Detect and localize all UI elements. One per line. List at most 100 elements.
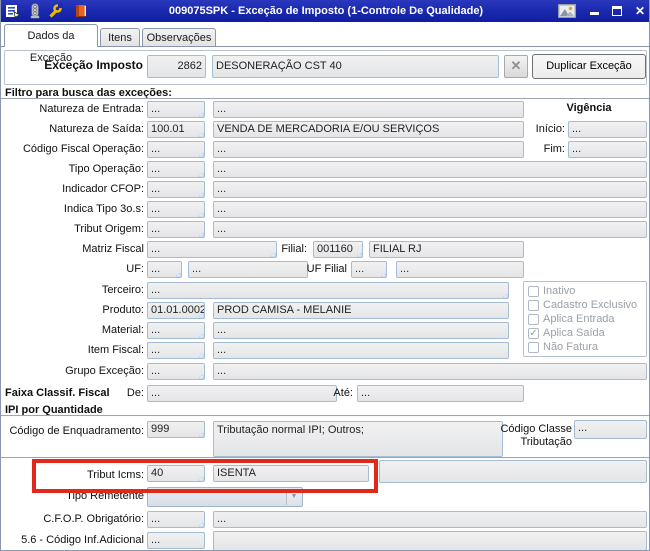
checkbox-aplica-entrada[interactable]: Aplica Entrada (528, 313, 642, 325)
indica-tipo-desc-field[interactable]: ... (213, 201, 647, 218)
wrench-icon[interactable] (47, 3, 63, 19)
uf-desc-field[interactable]: ... (188, 261, 308, 278)
terceiro-field[interactable]: ... (147, 282, 509, 299)
faixa-section-title: Faixa Classif. Fiscal (5, 387, 110, 399)
codigo-fiscal-label: Código Fiscal Operação: (22, 143, 144, 155)
tab-itens[interactable]: Itens (100, 28, 140, 47)
indicador-cfop-label: Indicador CFOP: (62, 183, 144, 195)
codigo-inf-adicional-label: 5.6 - Código Inf.Adicional (21, 534, 144, 546)
inicio-field[interactable]: ... (568, 121, 647, 138)
grupo-excecao-desc-field[interactable]: ... (213, 363, 647, 380)
minimize-button[interactable] (587, 4, 601, 18)
checkbox-box[interactable] (528, 285, 539, 297)
flags-group: Inativo Cadastro Exclusivo Aplica Entrad… (523, 281, 647, 357)
checkbox-box[interactable]: ✓ (528, 327, 539, 339)
natureza-saida-desc-field[interactable]: VENDA DE MERCADORIA E/OU SERVIÇOS (213, 121, 524, 138)
terceiro-label: Terceiro: (101, 284, 144, 296)
enquadramento-code-field[interactable]: 999 (147, 421, 205, 438)
faixa-ate-field[interactable]: ... (357, 385, 524, 402)
item-fiscal-code-field[interactable]: ... (147, 342, 205, 359)
tipo-remetente-label: Tipo Remetente (66, 490, 144, 502)
fim-field[interactable]: ... (568, 141, 647, 158)
grupo-excecao-code-field[interactable]: ... (147, 363, 205, 380)
natureza-entrada-desc-field[interactable]: ... (213, 101, 524, 118)
divider (1, 98, 649, 100)
cfop-obrigatorio-code-field[interactable]: ... (147, 511, 205, 528)
material-desc-field[interactable]: ... (213, 322, 509, 339)
produto-code-field[interactable]: 01.01.0002 (147, 302, 205, 319)
divider (1, 457, 649, 459)
checkbox-label: Aplica Saída (543, 327, 605, 339)
checkbox-label: Aplica Entrada (543, 313, 615, 325)
filial-desc-field[interactable]: FILIAL RJ (369, 241, 524, 258)
checkbox-cadastro-exclusivo[interactable]: Cadastro Exclusivo (528, 299, 642, 311)
enquadramento-desc-field[interactable]: Tributação normal IPI; Outros; (213, 421, 503, 457)
tribut-icms-label: Tribut Icms: (86, 469, 144, 481)
uf-filial-desc-field[interactable]: ... (396, 261, 524, 278)
tribut-origem-code-field[interactable]: ... (147, 221, 205, 238)
exception-description-field[interactable]: DESONERAÇÃO CST 40 (212, 55, 499, 78)
tab-observacoes[interactable]: Observações (142, 28, 216, 47)
codigo-inf-adicional-code-field[interactable]: ... (147, 532, 205, 549)
totem-icon[interactable] (27, 3, 43, 19)
item-fiscal-label: Item Fiscal: (87, 344, 144, 356)
natureza-entrada-code-field[interactable]: ... (147, 101, 205, 118)
cfop-obrigatorio-label: C.F.O.P. Obrigatório: (43, 513, 144, 525)
form-icon[interactable] (5, 3, 21, 19)
checkbox-nao-fatura[interactable]: Não Fatura (528, 341, 642, 353)
checkbox-aplica-saida[interactable]: ✓ Aplica Saída (528, 327, 642, 339)
uf-filial-code-field[interactable]: ... (351, 261, 387, 278)
matriz-fiscal-field[interactable]: ... (147, 241, 277, 258)
uf-code-field[interactable]: ... (147, 261, 182, 278)
checkbox-box[interactable] (528, 299, 539, 311)
codigo-classe-label-2: Tributação (520, 436, 572, 448)
checkbox-label: Cadastro Exclusivo (543, 299, 638, 311)
checkbox-inativo[interactable]: Inativo (528, 285, 642, 297)
tribut-origem-desc-field[interactable]: ... (213, 221, 647, 238)
material-label: Material: (101, 324, 144, 336)
tipo-operacao-label: Tipo Operação: (68, 163, 144, 175)
natureza-saida-code-field[interactable]: 100.01 (147, 121, 205, 138)
checkbox-box[interactable] (528, 313, 539, 325)
duplicate-exception-button[interactable]: Duplicar Exceção (532, 54, 646, 79)
indicador-cfop-code-field[interactable]: ... (147, 181, 205, 198)
tribut-icms-desc-field[interactable]: ISENTA (213, 465, 369, 482)
filter-section-title: Filtro para busca das exceções: (5, 87, 172, 99)
codigo-inf-adicional-desc-field[interactable] (213, 531, 647, 550)
checkbox-label: Inativo (543, 285, 576, 297)
material-code-field[interactable]: ... (147, 322, 205, 339)
codigo-classe-field[interactable]: ... (574, 420, 647, 439)
codigo-fiscal-desc-field[interactable]: ... (213, 141, 524, 158)
tipo-operacao-desc-field[interactable]: ... (213, 161, 647, 178)
matriz-fiscal-label: Matriz Fiscal (82, 243, 144, 255)
title-bar: 009075SPK - Exceção de Imposto (1-Contro… (1, 0, 649, 22)
produto-desc-field[interactable]: PROD CAMISA - MELANIE (213, 302, 509, 319)
annotation-red-box (32, 459, 378, 493)
cfop-obrigatorio-desc-field[interactable]: ... (213, 511, 647, 528)
filial-label: Filial: (281, 243, 307, 255)
clear-exception-button[interactable]: ✕ (504, 55, 528, 78)
maximize-button[interactable] (610, 4, 624, 18)
faixa-de-field[interactable]: ... (147, 385, 337, 402)
image-icon (558, 3, 576, 19)
codigo-fiscal-code-field[interactable]: ... (147, 141, 205, 158)
item-fiscal-desc-field[interactable]: ... (213, 342, 509, 359)
tribut-icms-code-field[interactable]: 40 (147, 465, 205, 482)
natureza-entrada-label: Natureza de Entrada: (39, 103, 144, 115)
close-button[interactable]: ✕ (634, 4, 646, 18)
inicio-label: Início: (535, 123, 565, 135)
book-icon[interactable] (73, 3, 89, 19)
checkbox-label: Não Fatura (543, 341, 599, 353)
indica-tipo-code-field[interactable]: ... (147, 201, 205, 218)
chevron-down-icon[interactable]: ▼ (286, 489, 301, 505)
tab-dados-da-excecao[interactable]: Dados da Exceção (4, 24, 98, 64)
natureza-saida-label: Natureza de Saída: (49, 123, 144, 135)
ipi-section-title: IPI por Quantidade (5, 404, 103, 416)
filial-code-field[interactable]: 001160 (313, 241, 363, 258)
indicador-cfop-desc-field[interactable]: ... (213, 181, 647, 198)
exception-code-field[interactable]: 2862 (147, 55, 206, 78)
tribut-icms-extra-field[interactable] (379, 460, 647, 483)
checkbox-box[interactable] (528, 341, 539, 353)
tipo-operacao-code-field[interactable]: ... (147, 161, 205, 178)
